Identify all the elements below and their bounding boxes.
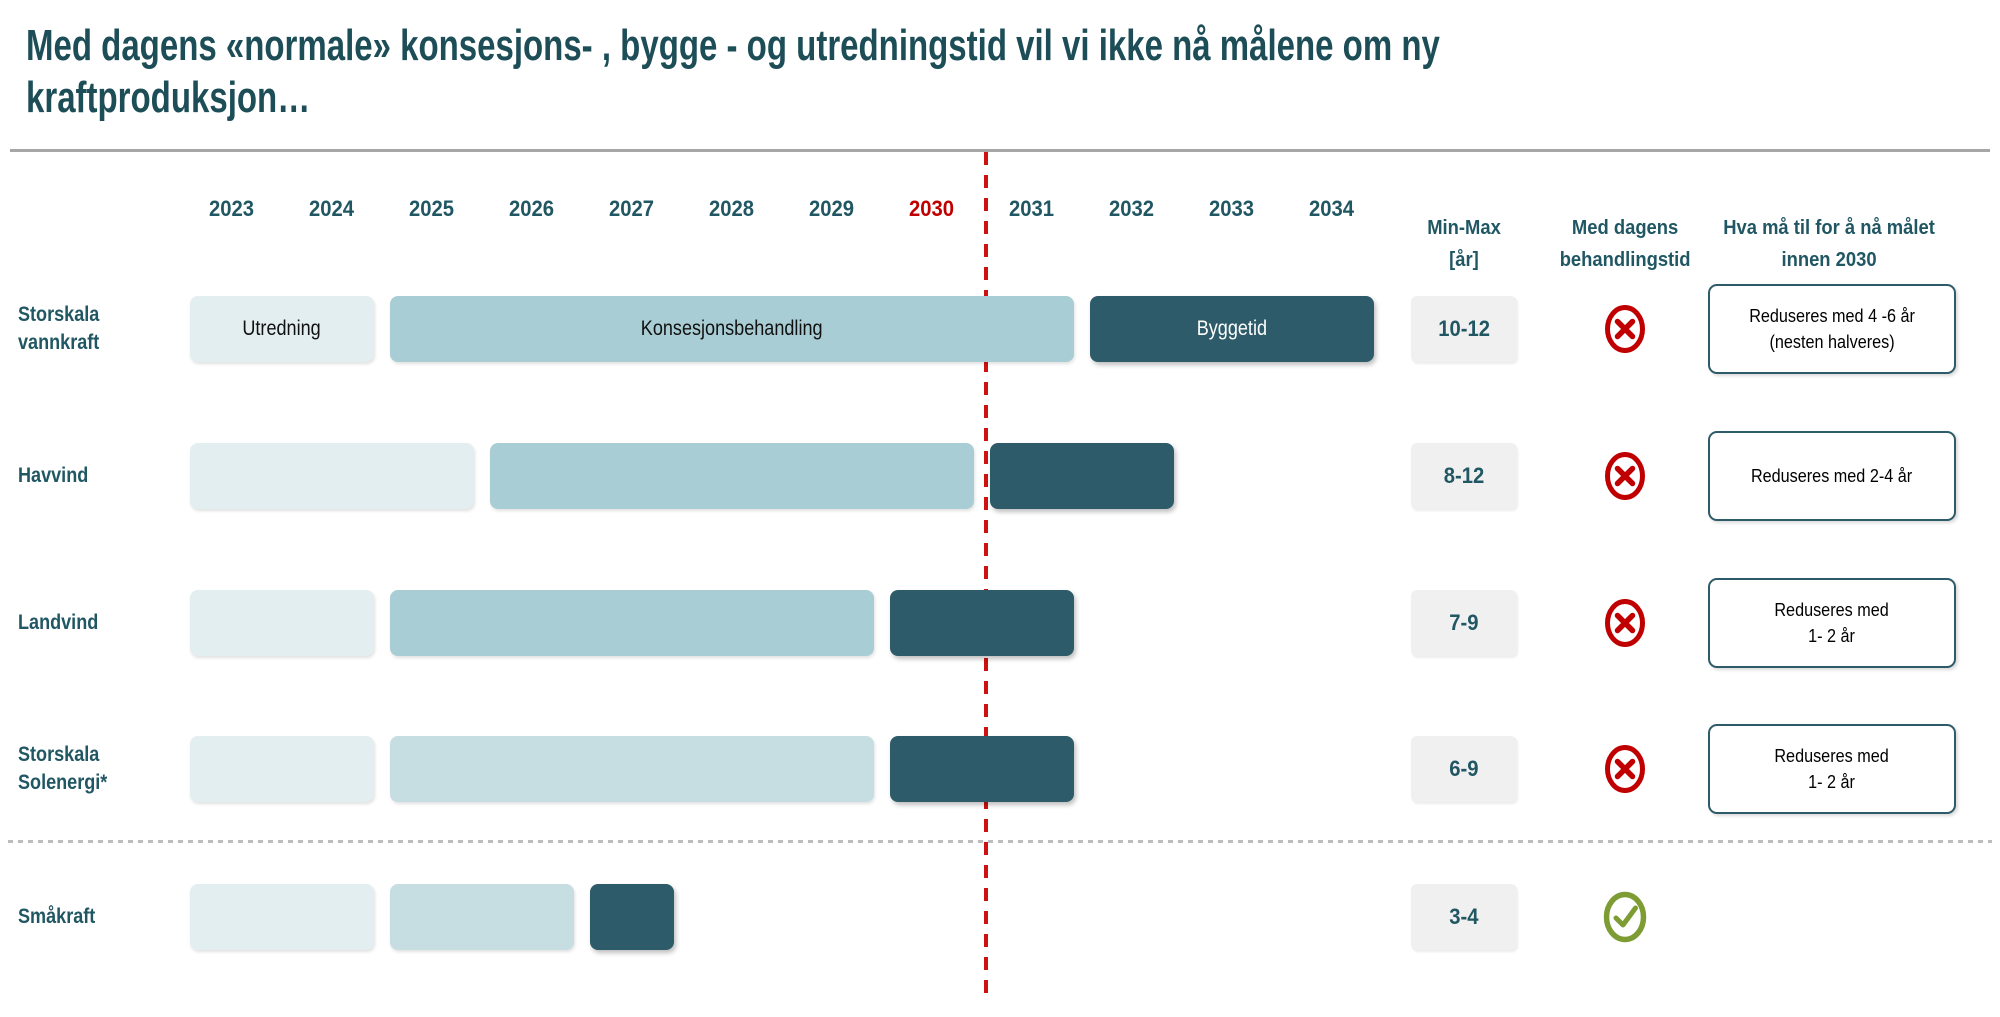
slide-title-line1: Med dagens «normale» konsesjons- , bygge…	[26, 21, 1440, 70]
status-fail-icon	[1602, 448, 1648, 504]
note-box: Reduseres med 2-4 år	[1708, 431, 1956, 521]
note-box: Reduseres med 4 -6 år (nesten halveres)	[1708, 284, 1956, 374]
phase-bar-medium	[390, 590, 874, 656]
year-tick-2029: 2029	[808, 196, 854, 221]
header-divider-line	[10, 149, 1990, 152]
phase-bar-medium: Konsesjonsbehandling	[390, 296, 1074, 362]
note-text: Reduseres med 2-4 år	[1751, 466, 1913, 486]
year-tick-2023: 2023	[208, 196, 254, 221]
year-tick-2033: 2033	[1208, 196, 1254, 221]
phase-bar-dark	[890, 590, 1074, 656]
year-tick-2034: 2034	[1308, 196, 1354, 221]
phase-bar-medium_light	[390, 884, 574, 950]
note-text: Reduseres med 1- 2 år	[1774, 600, 1890, 646]
column-header-min-max: Min-Max [år]	[1427, 217, 1501, 271]
phase-bar-light: Utredning	[190, 296, 374, 362]
note-box: Reduseres med 1- 2 år	[1708, 724, 1956, 814]
year-tick-2028: 2028	[708, 196, 754, 221]
min-max-value: 10-12	[1411, 296, 1517, 362]
year-tick-2026: 2026	[508, 196, 554, 221]
min-max-value: 6-9	[1411, 736, 1517, 802]
year-tick-2027: 2027	[608, 196, 654, 221]
phase-bar-medium_light	[390, 736, 874, 802]
phase-bar-light	[190, 590, 374, 656]
year-tick-2032: 2032	[1108, 196, 1154, 221]
phase-bar-label: Konsesjonsbehandling	[641, 317, 823, 340]
phase-bar-light	[190, 443, 474, 509]
note-text: Reduseres med 4 -6 år (nesten halveres)	[1749, 306, 1915, 352]
min-max-value: 3-4	[1411, 884, 1517, 950]
note-box: Reduseres med 1- 2 år	[1708, 578, 1956, 668]
status-fail-icon	[1602, 595, 1648, 651]
year-tick-2025: 2025	[408, 196, 454, 221]
phase-bar-label: Utredning	[242, 317, 322, 340]
phase-bar-label: Byggetid	[1196, 317, 1268, 340]
phase-bar-medium	[490, 443, 974, 509]
target-2030-dashed-line	[984, 152, 988, 995]
row-label-storskala-solenergi-: Storskala Solenergi*	[18, 743, 108, 794]
phase-bar-dark: Byggetid	[1090, 296, 1374, 362]
note-text: Reduseres med 1- 2 år	[1774, 746, 1890, 792]
min-max-value: 8-12	[1411, 443, 1517, 509]
row-label-landvind: Landvind	[18, 611, 99, 634]
phase-bar-dark	[990, 443, 1174, 509]
status-ok-icon	[1602, 889, 1648, 945]
status-fail-icon	[1602, 301, 1648, 357]
year-tick-2031: 2031	[1008, 196, 1054, 221]
phase-bar-dark	[890, 736, 1074, 802]
year-tick-2024: 2024	[308, 196, 354, 221]
slide-title-line2: kraftproduksjon…	[26, 73, 311, 122]
year-tick-2030: 2030	[908, 196, 954, 221]
slide-title: Med dagens «normale» konsesjons- , bygge…	[26, 20, 1864, 124]
status-fail-icon	[1602, 741, 1648, 797]
phase-bar-dark	[590, 884, 674, 950]
column-header-hva-ma-til: Hva må til for å nå målet innen 2030	[1723, 217, 1935, 271]
phase-bar-light	[190, 736, 374, 802]
row-label-storskala-vannkraft: Storskala vannkraft	[18, 303, 100, 354]
row-label-havvind: Havvind	[18, 464, 89, 487]
min-max-value: 7-9	[1411, 590, 1517, 656]
row-label-sm-kraft: Småkraft	[18, 905, 96, 928]
phase-bar-light	[190, 884, 374, 950]
column-header-med-dagens-behandlingstid: Med dagens behandlingstid	[1559, 217, 1691, 271]
smakraft-separator-dotted-line	[8, 840, 1992, 843]
